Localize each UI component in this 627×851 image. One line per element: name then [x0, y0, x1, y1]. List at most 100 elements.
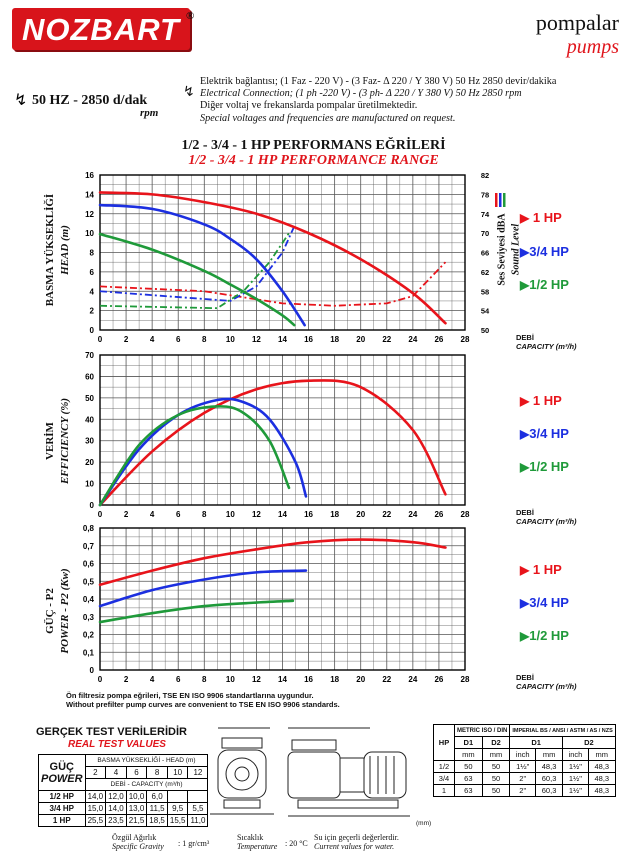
x-tick-label: 26 [434, 510, 443, 519]
cell: 1½" [509, 760, 537, 773]
cell: 23,5 [105, 814, 127, 827]
db-marker [495, 193, 498, 207]
y-tick-label: 40 [85, 415, 94, 424]
footer-current: Su için geçerli değerlerdir. Current valu… [314, 833, 399, 851]
y2-tick-label: 58 [481, 287, 489, 296]
x-tick-label: 24 [408, 510, 417, 519]
x-tick-label: 22 [382, 335, 391, 344]
note-line: Elektrik bağlantısı; (1 Faz - 220 V) - (… [200, 76, 557, 87]
cell: 9,5 [166, 802, 189, 815]
current-en: Current values for water. [314, 842, 395, 851]
y-tick-label: 16 [85, 171, 94, 180]
legend-1-2hp: ▶1/2 HP [520, 459, 569, 474]
y2-tick-label: 62 [481, 268, 489, 277]
legend-label: 3/4 HP [529, 595, 569, 610]
cell [166, 790, 189, 803]
xcap-1: DEBİ CAPACITY (m³/h) [516, 333, 577, 351]
power-header: GÜÇ POWER [38, 754, 86, 791]
y-tick-label: 0 [90, 326, 95, 335]
cell: 2" [509, 784, 537, 797]
cell: 15,5 [166, 814, 189, 827]
x-tick-label: 10 [226, 675, 235, 684]
x-tick-label: 16 [304, 510, 313, 519]
y-tick-label: 10 [85, 229, 94, 238]
x-tick-label: 26 [434, 675, 443, 684]
sound-series-line [99, 232, 290, 310]
cell: 14,0 [84, 790, 107, 803]
xcap-3: DEBİ CAPACITY (m³/h) [516, 673, 577, 691]
legend-1hp: ▶ 1 HP [520, 393, 562, 408]
power-tr: GÜÇ [49, 760, 74, 773]
cell: 1½" [562, 760, 589, 773]
cell: 11,5 [146, 802, 168, 815]
dims-hp: 1/2 [433, 760, 455, 773]
pump-side-view [287, 727, 410, 817]
cell: 50 [454, 760, 483, 773]
legend-1hp: ▶ 1 HP [520, 562, 562, 577]
table-row: 1/2 HP 14,0 12,0 10,0 6,0 [38, 790, 209, 803]
triangle-icon: ▶ [520, 394, 530, 408]
x-tick-label: 4 [150, 675, 155, 684]
cell: 15,0 [84, 802, 107, 815]
y2-tick-label: 82 [481, 171, 489, 180]
unit-inch: inch [509, 748, 537, 761]
d2: D2 [562, 736, 616, 749]
electrical-notes: Elektrik bağlantısı; (1 Faz - 220 V) - (… [200, 76, 556, 125]
x-tick-label: 0 [98, 675, 103, 684]
legend-1-2hp: ▶1/2 HP [520, 628, 569, 643]
y-tick-label: 0,5 [83, 577, 95, 586]
series-line [98, 203, 306, 327]
table-row: 1 63 50 2" 60,3 1½" 48,3 [433, 784, 616, 797]
legend-1hp: ▶ 1 HP [520, 210, 562, 225]
y2-tick-label: 50 [481, 326, 489, 335]
xcap-en: CAPACITY (m³/h) [516, 682, 577, 691]
x-tick-label: 2 [124, 510, 129, 519]
series-line [98, 569, 308, 608]
unit-mm: mm [587, 748, 616, 761]
y2-tick-label: 54 [481, 307, 490, 316]
note-line: Special voltages and frequencies are man… [200, 112, 456, 124]
x-tick-label: 28 [461, 675, 470, 684]
cell: 6,0 [146, 790, 168, 803]
x-tick-label: 10 [226, 335, 235, 344]
y-tick-label: 2 [90, 307, 95, 316]
x-tick-label: 18 [330, 335, 339, 344]
y-tick-label: 14 [85, 190, 94, 199]
y-tick-label: 0,7 [83, 542, 95, 551]
x-tick-label: 4 [150, 335, 155, 344]
cell: 63 [454, 784, 483, 797]
y-tick-label: 0 [90, 501, 95, 510]
head-col: 12 [187, 766, 209, 779]
brand-tagline: pompalar pumps [536, 10, 619, 59]
db-marker [499, 193, 502, 207]
x-tick-label: 8 [202, 510, 207, 519]
cell: 2" [509, 772, 537, 785]
dims-hp-header: HP [433, 724, 455, 761]
chart-title-tr: 1/2 - 3/4 - 1 HP PERFORMANS EĞRİLERİ [181, 138, 446, 153]
y-tick-label: 60 [85, 372, 94, 381]
cell: 13,0 [125, 802, 148, 815]
cell: 14,0 [105, 802, 127, 815]
footer-temp: Sıcaklık Temperature [237, 833, 277, 851]
x-tick-label: 18 [330, 510, 339, 519]
y2-tick-label: 78 [481, 190, 489, 199]
triangle-icon: ▶ [520, 596, 530, 610]
y-tick-label: 0 [90, 666, 95, 675]
y-tick-label: 0,4 [83, 595, 95, 604]
y-tick-label: 30 [85, 437, 94, 446]
y2-tick-label: 74 [481, 210, 490, 219]
legend-label: 1 HP [532, 210, 562, 225]
note-line: Electrical Connection; (1 ph -220 V) - (… [200, 88, 522, 100]
test-title-en: REAL TEST VALUES [68, 739, 166, 750]
legend-1-2hp: ▶1/2 HP [520, 277, 569, 292]
head-header: BASMA YÜKSEKLİĞİ - HEAD (m) [84, 754, 209, 767]
series-line [98, 232, 296, 327]
table-row: 1/2 50 50 1½" 48,3 1½" 48,3 [433, 760, 616, 773]
registered-mark: ® [186, 10, 195, 22]
chart-title-en: 1/2 - 3/4 - 1 HP PERFORMANCE RANGE [188, 153, 439, 168]
triangle-icon: ▶ [520, 460, 530, 474]
unit-mm: mm [535, 748, 564, 761]
cell: 48,3 [587, 784, 616, 797]
triangle-icon: ▶ [520, 211, 530, 225]
x-tick-label: 24 [408, 335, 417, 344]
